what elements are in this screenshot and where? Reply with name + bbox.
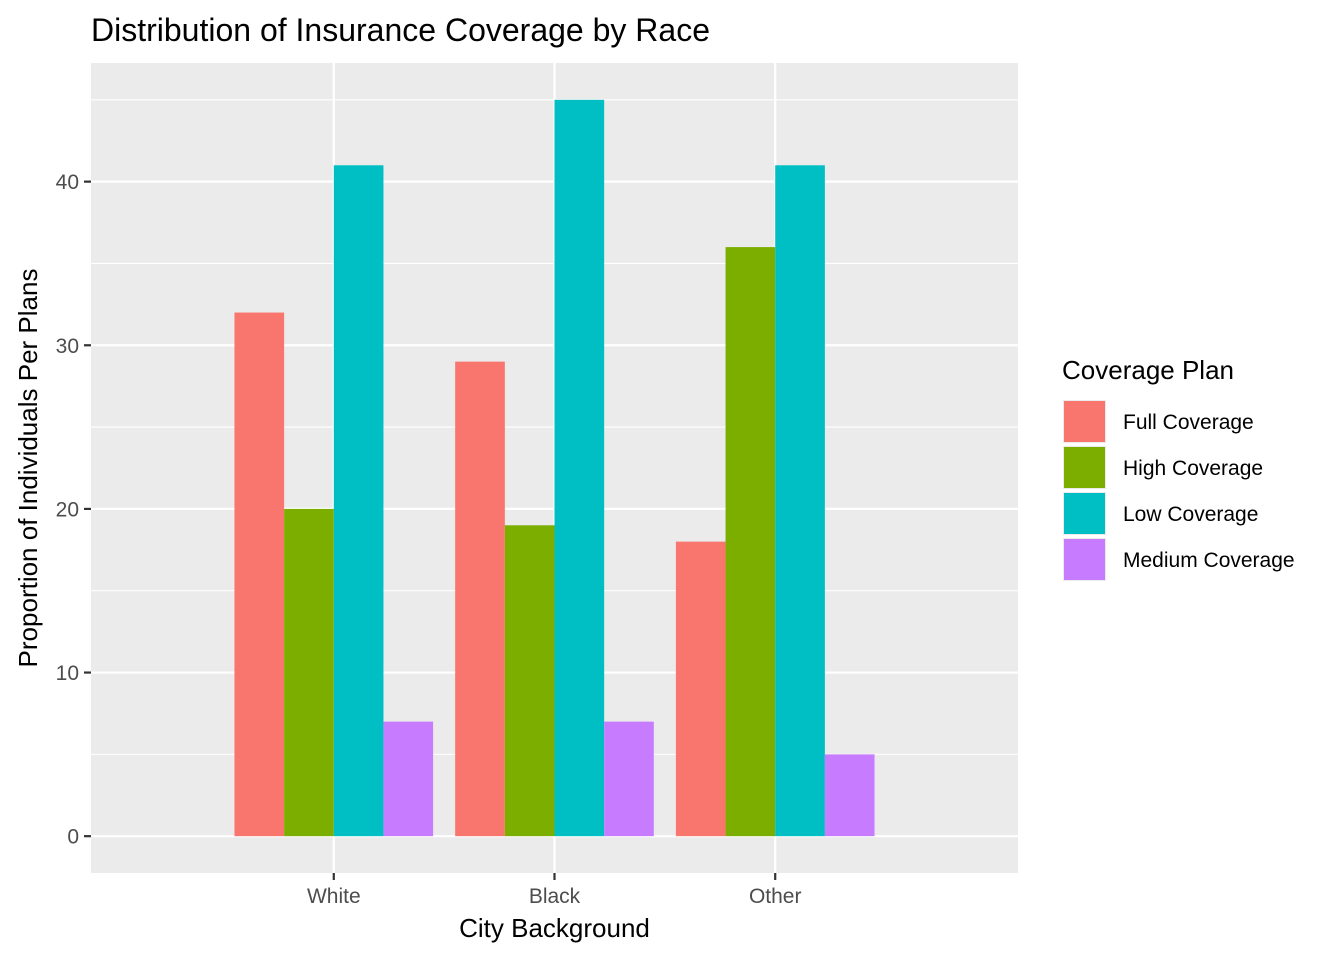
chart-title: Distribution of Insurance Coverage by Ra… bbox=[91, 12, 710, 48]
legend-swatch-low-coverage bbox=[1064, 493, 1105, 534]
x-axis-title: City Background bbox=[459, 913, 650, 943]
bar-high-coverage-other bbox=[725, 247, 776, 837]
y-tick-label: 30 bbox=[56, 335, 79, 358]
x-tick-label: Black bbox=[529, 885, 581, 908]
bars bbox=[234, 99, 875, 837]
bar-high-coverage-black bbox=[504, 525, 555, 837]
bar-low-coverage-white bbox=[333, 165, 384, 837]
y-tick-label: 0 bbox=[67, 826, 79, 849]
x-tick-label: Other bbox=[749, 885, 802, 908]
legend-label-medium-coverage: Medium Coverage bbox=[1123, 549, 1295, 572]
legend-swatch-high-coverage bbox=[1064, 447, 1105, 488]
legend-swatch-full-coverage bbox=[1064, 401, 1105, 442]
axes: 0 10 20 30 40 White Black Other bbox=[56, 171, 802, 908]
legend-label-high-coverage: High Coverage bbox=[1123, 457, 1263, 480]
bar-low-coverage-other bbox=[775, 165, 825, 837]
bar-full-coverage-other bbox=[675, 541, 726, 837]
bar-medium-coverage-other bbox=[824, 754, 875, 837]
bar-medium-coverage-black bbox=[604, 721, 654, 837]
x-tick-label: White bbox=[307, 885, 361, 908]
bar-full-coverage-white bbox=[234, 312, 285, 837]
bar-medium-coverage-white bbox=[383, 721, 434, 837]
legend-title: Coverage Plan bbox=[1062, 355, 1234, 385]
legend-items: Full Coverage High Coverage Low Coverage Me… bbox=[1063, 400, 1295, 581]
bar-high-coverage-white bbox=[284, 508, 334, 837]
y-tick-label: 40 bbox=[56, 171, 79, 194]
y-tick-label: 20 bbox=[56, 498, 79, 521]
legend-label-full-coverage: Full Coverage bbox=[1123, 411, 1254, 434]
legend: Coverage Plan Full Coverage High Coverage… bbox=[1062, 355, 1295, 581]
bar-full-coverage-black bbox=[455, 361, 505, 837]
bar-low-coverage-black bbox=[554, 99, 605, 837]
legend-swatch-medium-coverage bbox=[1064, 539, 1105, 580]
y-tick-label: 10 bbox=[56, 662, 79, 685]
legend-label-low-coverage: Low Coverage bbox=[1123, 503, 1258, 526]
y-axis-title: Proportion of Individuals Per Plans bbox=[13, 269, 43, 668]
